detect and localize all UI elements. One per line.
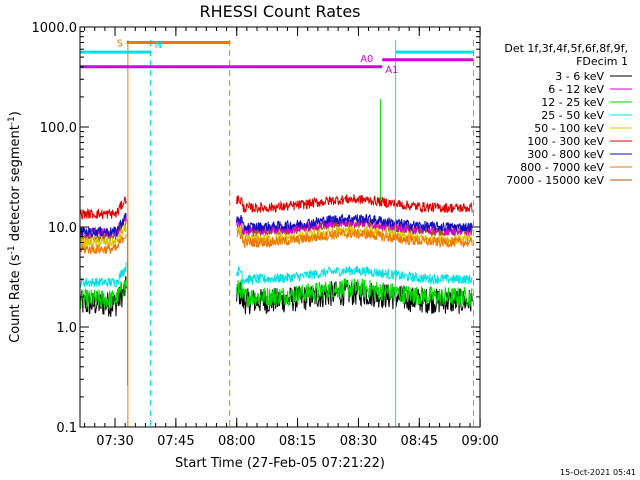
series-trace (236, 228, 473, 249)
series-trace (79, 276, 127, 317)
legend: Det 1f,3f,4f,5f,6f,8f,9f,FDecim 1 3 - 6 k… (504, 42, 632, 187)
legend-label: 100 - 300 keV (527, 135, 604, 148)
x-axis: 07:30 07:45 08:00 08:15 08:30 08:45 09:00 (84, 27, 499, 449)
series-trace (79, 280, 127, 309)
y-tick-label: 0.1 (56, 421, 77, 436)
state-label: S (117, 38, 123, 49)
chart-title: RHESSI Count Rates (200, 2, 361, 21)
footer-timestamp: 15-Oct-2021 05:41 (560, 468, 636, 477)
series-trace (236, 277, 473, 308)
series-trace (236, 265, 473, 286)
y-axis-label-part: ) (8, 111, 23, 116)
state-label: A1 (385, 65, 398, 76)
legend-header: Det 1f,3f,4f,5f,6f,8f,9f, (504, 42, 628, 55)
series-trace (236, 194, 473, 214)
series-trace (79, 233, 127, 255)
series-trace (79, 262, 127, 288)
y-axis-label-part: Count Rate (s (8, 254, 23, 343)
series-trace (79, 212, 127, 239)
x-tick-label: 08:45 (401, 434, 438, 449)
y-tick-label: 1.0 (56, 321, 77, 336)
series-trace (236, 213, 473, 234)
x-tick-label: 09:00 (461, 434, 498, 449)
x-tick-label: 08:00 (218, 434, 255, 449)
legend-label: 7000 - 15000 keV (506, 174, 604, 187)
state-label: A0 (360, 54, 373, 65)
series-trace (79, 212, 127, 239)
legend-label: 3 - 6 keV (555, 70, 604, 83)
x-tick-label: 08:15 (279, 434, 316, 449)
legend-label: 12 - 25 keV (541, 96, 604, 109)
y-axis-label-exp: -1 (7, 245, 17, 254)
x-tick-label: 07:45 (157, 434, 194, 449)
x-axis-label: Start Time (27-Feb-05 07:21:22) (175, 456, 385, 471)
y-axis-label-part: detector segment (8, 125, 23, 245)
state-label: N (155, 40, 162, 51)
legend-label: 300 - 800 keV (527, 148, 604, 161)
y-axis: 0.1 1.0 10.0 100.0 1000.0 (32, 21, 480, 436)
y-axis-label: Count Rate (s-1 detector segment-1) (7, 111, 23, 343)
legend-label: 6 - 12 keV (548, 83, 604, 96)
x-tick-label: 07:30 (96, 434, 133, 449)
y-tick-label: 10.0 (48, 221, 77, 236)
legend-label: 50 - 100 keV (534, 122, 604, 135)
legend-header: FDecim 1 (576, 55, 628, 68)
series-trace (79, 196, 127, 220)
legend-label: 25 - 50 keV (541, 109, 604, 122)
y-axis-label-exp: -1 (7, 116, 17, 125)
x-tick-label: 08:30 (340, 434, 377, 449)
y-tick-label: 100.0 (40, 121, 77, 136)
legend-label: 800 - 7000 keV (520, 161, 604, 174)
y-tick-label: 1000.0 (32, 21, 78, 36)
